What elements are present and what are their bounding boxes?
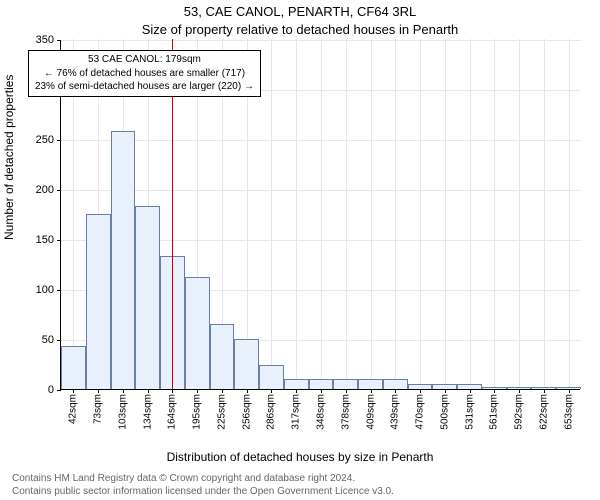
xtick-mark xyxy=(371,389,372,393)
xtick-label: 42sqm xyxy=(68,394,79,424)
xtick-label: 409sqm xyxy=(365,394,376,430)
gridline-v xyxy=(346,39,347,389)
histogram-bar xyxy=(210,324,235,389)
gridline-v xyxy=(420,39,421,389)
xtick-label: 439sqm xyxy=(390,394,401,430)
histogram-bar xyxy=(259,365,284,389)
footer-line2: Contains public sector information licen… xyxy=(12,486,588,499)
histogram-bar xyxy=(309,379,334,389)
xtick-mark xyxy=(395,389,396,393)
xtick-mark xyxy=(519,389,520,393)
y-axis-label: Number of detached properties xyxy=(2,75,16,240)
xtick-mark xyxy=(470,389,471,393)
gridline-v xyxy=(470,39,471,389)
xtick-label: 103sqm xyxy=(117,394,128,430)
gridline-v xyxy=(544,39,545,389)
ytick-label: 200 xyxy=(14,184,54,196)
histogram-bar xyxy=(61,346,86,389)
gridline-v xyxy=(519,39,520,389)
histogram-bar xyxy=(383,379,408,389)
gridline-v xyxy=(569,39,570,389)
xtick-mark xyxy=(148,389,149,393)
histogram-bar xyxy=(135,206,160,389)
footer-attribution: Contains HM Land Registry data © Crown c… xyxy=(12,473,588,498)
xtick-mark xyxy=(494,389,495,393)
xtick-mark xyxy=(73,389,74,393)
xtick-label: 73sqm xyxy=(93,394,104,424)
xtick-label: 653sqm xyxy=(563,394,574,430)
xtick-mark xyxy=(247,389,248,393)
gridline-v xyxy=(445,39,446,389)
xtick-mark xyxy=(197,389,198,393)
gridline-v xyxy=(271,39,272,389)
xtick-mark xyxy=(445,389,446,393)
xtick-label: 561sqm xyxy=(489,394,500,430)
ytick-mark xyxy=(57,240,61,241)
xtick-label: 286sqm xyxy=(266,394,277,430)
chart-container: 53, CAE CANOL, PENARTH, CF64 3RL Size of… xyxy=(0,0,600,500)
xtick-mark xyxy=(172,389,173,393)
annotation-line: 53 CAE CANOL: 179sqm xyxy=(35,53,254,67)
xtick-label: 500sqm xyxy=(439,394,450,430)
gridline-v xyxy=(395,39,396,389)
xtick-mark xyxy=(321,389,322,393)
gridline-v xyxy=(371,39,372,389)
annotation-box: 53 CAE CANOL: 179sqm← 76% of detached ho… xyxy=(28,50,261,97)
xtick-label: 470sqm xyxy=(415,394,426,430)
ytick-mark xyxy=(57,340,61,341)
histogram-bar xyxy=(358,379,383,389)
xtick-mark xyxy=(544,389,545,393)
ytick-label: 250 xyxy=(14,134,54,146)
xtick-label: 164sqm xyxy=(167,394,178,430)
xtick-mark xyxy=(271,389,272,393)
histogram-bar xyxy=(333,379,358,389)
plot-inner: 05010015020025030035042sqm73sqm103sqm134… xyxy=(60,40,580,390)
ytick-mark xyxy=(57,290,61,291)
xtick-label: 256sqm xyxy=(241,394,252,430)
plot-area: 05010015020025030035042sqm73sqm103sqm134… xyxy=(60,40,580,390)
gridline-v xyxy=(321,39,322,389)
ytick-label: 50 xyxy=(14,334,54,346)
xtick-mark xyxy=(123,389,124,393)
ytick-mark xyxy=(57,140,61,141)
ytick-mark xyxy=(57,40,61,41)
chart-title-line1: 53, CAE CANOL, PENARTH, CF64 3RL xyxy=(0,4,600,19)
ytick-label: 100 xyxy=(14,284,54,296)
xtick-label: 378sqm xyxy=(340,394,351,430)
histogram-bar xyxy=(86,214,111,389)
histogram-bar xyxy=(234,339,259,389)
ytick-mark xyxy=(57,190,61,191)
xtick-mark xyxy=(346,389,347,393)
xtick-label: 195sqm xyxy=(192,394,203,430)
ytick-mark xyxy=(57,390,61,391)
xtick-label: 622sqm xyxy=(538,394,549,430)
footer-line1: Contains HM Land Registry data © Crown c… xyxy=(12,473,588,486)
histogram-bar xyxy=(111,131,136,389)
chart-title-line2: Size of property relative to detached ho… xyxy=(0,22,600,37)
annotation-line: 23% of semi-detached houses are larger (… xyxy=(35,80,254,94)
xtick-label: 134sqm xyxy=(142,394,153,430)
xtick-mark xyxy=(569,389,570,393)
xtick-mark xyxy=(420,389,421,393)
xtick-label: 317sqm xyxy=(291,394,302,430)
ytick-label: 350 xyxy=(14,34,54,46)
x-axis-label: Distribution of detached houses by size … xyxy=(0,450,600,464)
xtick-label: 225sqm xyxy=(216,394,227,430)
ytick-label: 0 xyxy=(14,384,54,396)
xtick-mark xyxy=(98,389,99,393)
histogram-bar xyxy=(185,277,210,389)
xtick-label: 531sqm xyxy=(464,394,475,430)
gridline-v xyxy=(296,39,297,389)
xtick-label: 592sqm xyxy=(514,394,525,430)
histogram-bar xyxy=(284,379,309,389)
annotation-line: ← 76% of detached houses are smaller (71… xyxy=(35,67,254,81)
gridline-v xyxy=(494,39,495,389)
xtick-label: 348sqm xyxy=(316,394,327,430)
xtick-mark xyxy=(222,389,223,393)
ytick-label: 150 xyxy=(14,234,54,246)
xtick-mark xyxy=(296,389,297,393)
